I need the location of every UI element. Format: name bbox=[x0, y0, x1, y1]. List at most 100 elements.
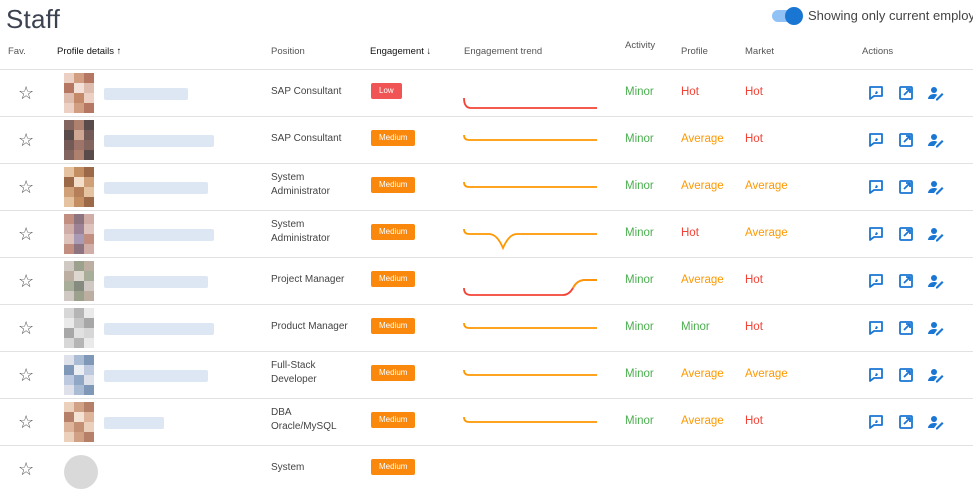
edit-user-icon[interactable] bbox=[927, 319, 945, 337]
activity-value: Minor bbox=[625, 274, 654, 286]
edit-user-icon[interactable] bbox=[927, 84, 945, 102]
engagement-badge[interactable]: Medium bbox=[371, 459, 416, 475]
engagement-trend bbox=[463, 164, 598, 209]
toggle-switch[interactable] bbox=[772, 6, 803, 25]
star-icon[interactable]: ☆ bbox=[18, 224, 35, 244]
star-icon[interactable]: ☆ bbox=[18, 83, 35, 103]
position-label: System Administrator bbox=[271, 172, 330, 197]
engagement-trend-sparkline bbox=[463, 134, 597, 141]
open-external-icon[interactable] bbox=[897, 84, 915, 102]
avatar bbox=[64, 120, 94, 160]
feedback-icon[interactable] bbox=[867, 413, 885, 431]
feedback-icon[interactable] bbox=[867, 131, 885, 149]
profile-value: Average bbox=[681, 133, 724, 145]
row-divider bbox=[0, 398, 973, 399]
table-row[interactable]: ☆ SAP Consultant Low Minor Hot Hot bbox=[0, 70, 973, 117]
activity-value: Minor bbox=[625, 133, 654, 145]
open-external-icon[interactable] bbox=[897, 131, 915, 149]
profile-value: Average bbox=[681, 415, 724, 427]
feedback-icon[interactable] bbox=[867, 366, 885, 384]
page-title: Staff bbox=[6, 4, 61, 34]
table-row[interactable]: ☆ SAP Consultant Medium Minor Average Hot bbox=[0, 117, 973, 164]
engagement-trend bbox=[463, 211, 598, 256]
current-employees-toggle[interactable]: Showing only current employees bbox=[772, 6, 973, 25]
edit-user-icon[interactable] bbox=[927, 366, 945, 384]
open-external-icon[interactable] bbox=[897, 319, 915, 337]
column-header-engagement[interactable]: Engagement ↓ bbox=[370, 46, 432, 57]
feedback-icon[interactable] bbox=[867, 225, 885, 243]
table-row[interactable]: ☆ Project Manager Medium Minor Average Hot bbox=[0, 258, 973, 305]
table-row[interactable]: ☆ Full-Stack Developer Medium Minor Average A… bbox=[0, 352, 973, 399]
star-icon[interactable]: ☆ bbox=[18, 459, 35, 479]
engagement-badge[interactable]: Medium bbox=[371, 412, 416, 428]
table-row[interactable]: ☆ System Administrator Medium Minor Average A… bbox=[0, 164, 973, 211]
blurred-name[interactable] bbox=[104, 323, 214, 335]
star-icon[interactable]: ☆ bbox=[18, 365, 35, 385]
blurred-name[interactable] bbox=[104, 229, 214, 241]
engagement-badge[interactable]: Medium bbox=[371, 177, 416, 193]
blurred-name[interactable] bbox=[104, 370, 208, 382]
feedback-icon[interactable] bbox=[867, 178, 885, 196]
column-header-market[interactable]: Market bbox=[745, 46, 775, 57]
engagement-badge[interactable]: Medium bbox=[371, 224, 416, 240]
activity-value: Minor bbox=[625, 86, 654, 98]
engagement-badge[interactable]: Medium bbox=[371, 271, 416, 287]
row-divider bbox=[0, 210, 973, 211]
table-row[interactable]: ☆ DBA Oracle/MySQL Medium Minor Average Hot bbox=[0, 399, 973, 446]
blurred-name[interactable] bbox=[104, 135, 214, 147]
column-header-activity[interactable]: Activity bbox=[625, 40, 656, 51]
market-value: Average bbox=[745, 368, 788, 380]
position-label: Project Manager bbox=[271, 274, 345, 285]
blurred-name[interactable] bbox=[104, 417, 164, 429]
avatar bbox=[64, 214, 94, 254]
activity-value: Minor bbox=[625, 180, 654, 192]
column-header-position[interactable]: Position bbox=[271, 46, 305, 57]
table-row[interactable]: ☆ System Medium bbox=[0, 446, 973, 493]
star-icon[interactable]: ☆ bbox=[18, 271, 35, 291]
blurred-name[interactable] bbox=[104, 182, 208, 194]
market-value: Average bbox=[745, 227, 788, 239]
open-external-icon[interactable] bbox=[897, 225, 915, 243]
feedback-icon[interactable] bbox=[867, 84, 885, 102]
open-external-icon[interactable] bbox=[897, 178, 915, 196]
market-value: Hot bbox=[745, 274, 763, 286]
engagement-trend bbox=[463, 352, 598, 397]
engagement-trend-sparkline bbox=[463, 279, 597, 296]
engagement-trend-sparkline bbox=[463, 181, 597, 188]
table-row[interactable]: ☆ System Administrator Medium Minor Hot Avera… bbox=[0, 211, 973, 258]
activity-value: Minor bbox=[625, 368, 654, 380]
open-external-icon[interactable] bbox=[897, 413, 915, 431]
star-icon[interactable]: ☆ bbox=[18, 130, 35, 150]
engagement-badge[interactable]: Medium bbox=[371, 365, 416, 381]
feedback-icon[interactable] bbox=[867, 319, 885, 337]
blurred-name[interactable] bbox=[104, 276, 208, 288]
star-icon[interactable]: ☆ bbox=[18, 318, 35, 338]
engagement-badge[interactable]: Medium bbox=[371, 130, 416, 146]
position-label: System bbox=[271, 462, 305, 473]
star-icon[interactable]: ☆ bbox=[18, 412, 35, 432]
row-divider bbox=[0, 304, 973, 305]
star-icon[interactable]: ☆ bbox=[18, 177, 35, 197]
edit-user-icon[interactable] bbox=[927, 131, 945, 149]
column-header-profile[interactable]: Profile bbox=[681, 46, 708, 57]
row-divider bbox=[0, 351, 973, 352]
engagement-trend-sparkline bbox=[463, 416, 597, 423]
engagement-badge[interactable]: Low bbox=[371, 83, 402, 99]
open-external-icon[interactable] bbox=[897, 272, 915, 290]
feedback-icon[interactable] bbox=[867, 272, 885, 290]
market-value: Average bbox=[745, 180, 788, 192]
table-row[interactable]: ☆ Product Manager Medium Minor Minor Hot bbox=[0, 305, 973, 352]
edit-user-icon[interactable] bbox=[927, 413, 945, 431]
toggle-knob bbox=[785, 6, 803, 25]
market-value: Hot bbox=[745, 133, 763, 145]
blurred-name[interactable] bbox=[104, 88, 188, 100]
edit-user-icon[interactable] bbox=[927, 272, 945, 290]
position-label: Full-Stack Developer bbox=[271, 360, 317, 385]
edit-user-icon[interactable] bbox=[927, 225, 945, 243]
edit-user-icon[interactable] bbox=[927, 178, 945, 196]
engagement-badge[interactable]: Medium bbox=[371, 318, 416, 334]
column-header-profile-details[interactable]: Profile details ↑ bbox=[57, 46, 122, 57]
open-external-icon[interactable] bbox=[897, 366, 915, 384]
engagement-trend bbox=[463, 399, 598, 444]
engagement-trend bbox=[463, 305, 598, 350]
